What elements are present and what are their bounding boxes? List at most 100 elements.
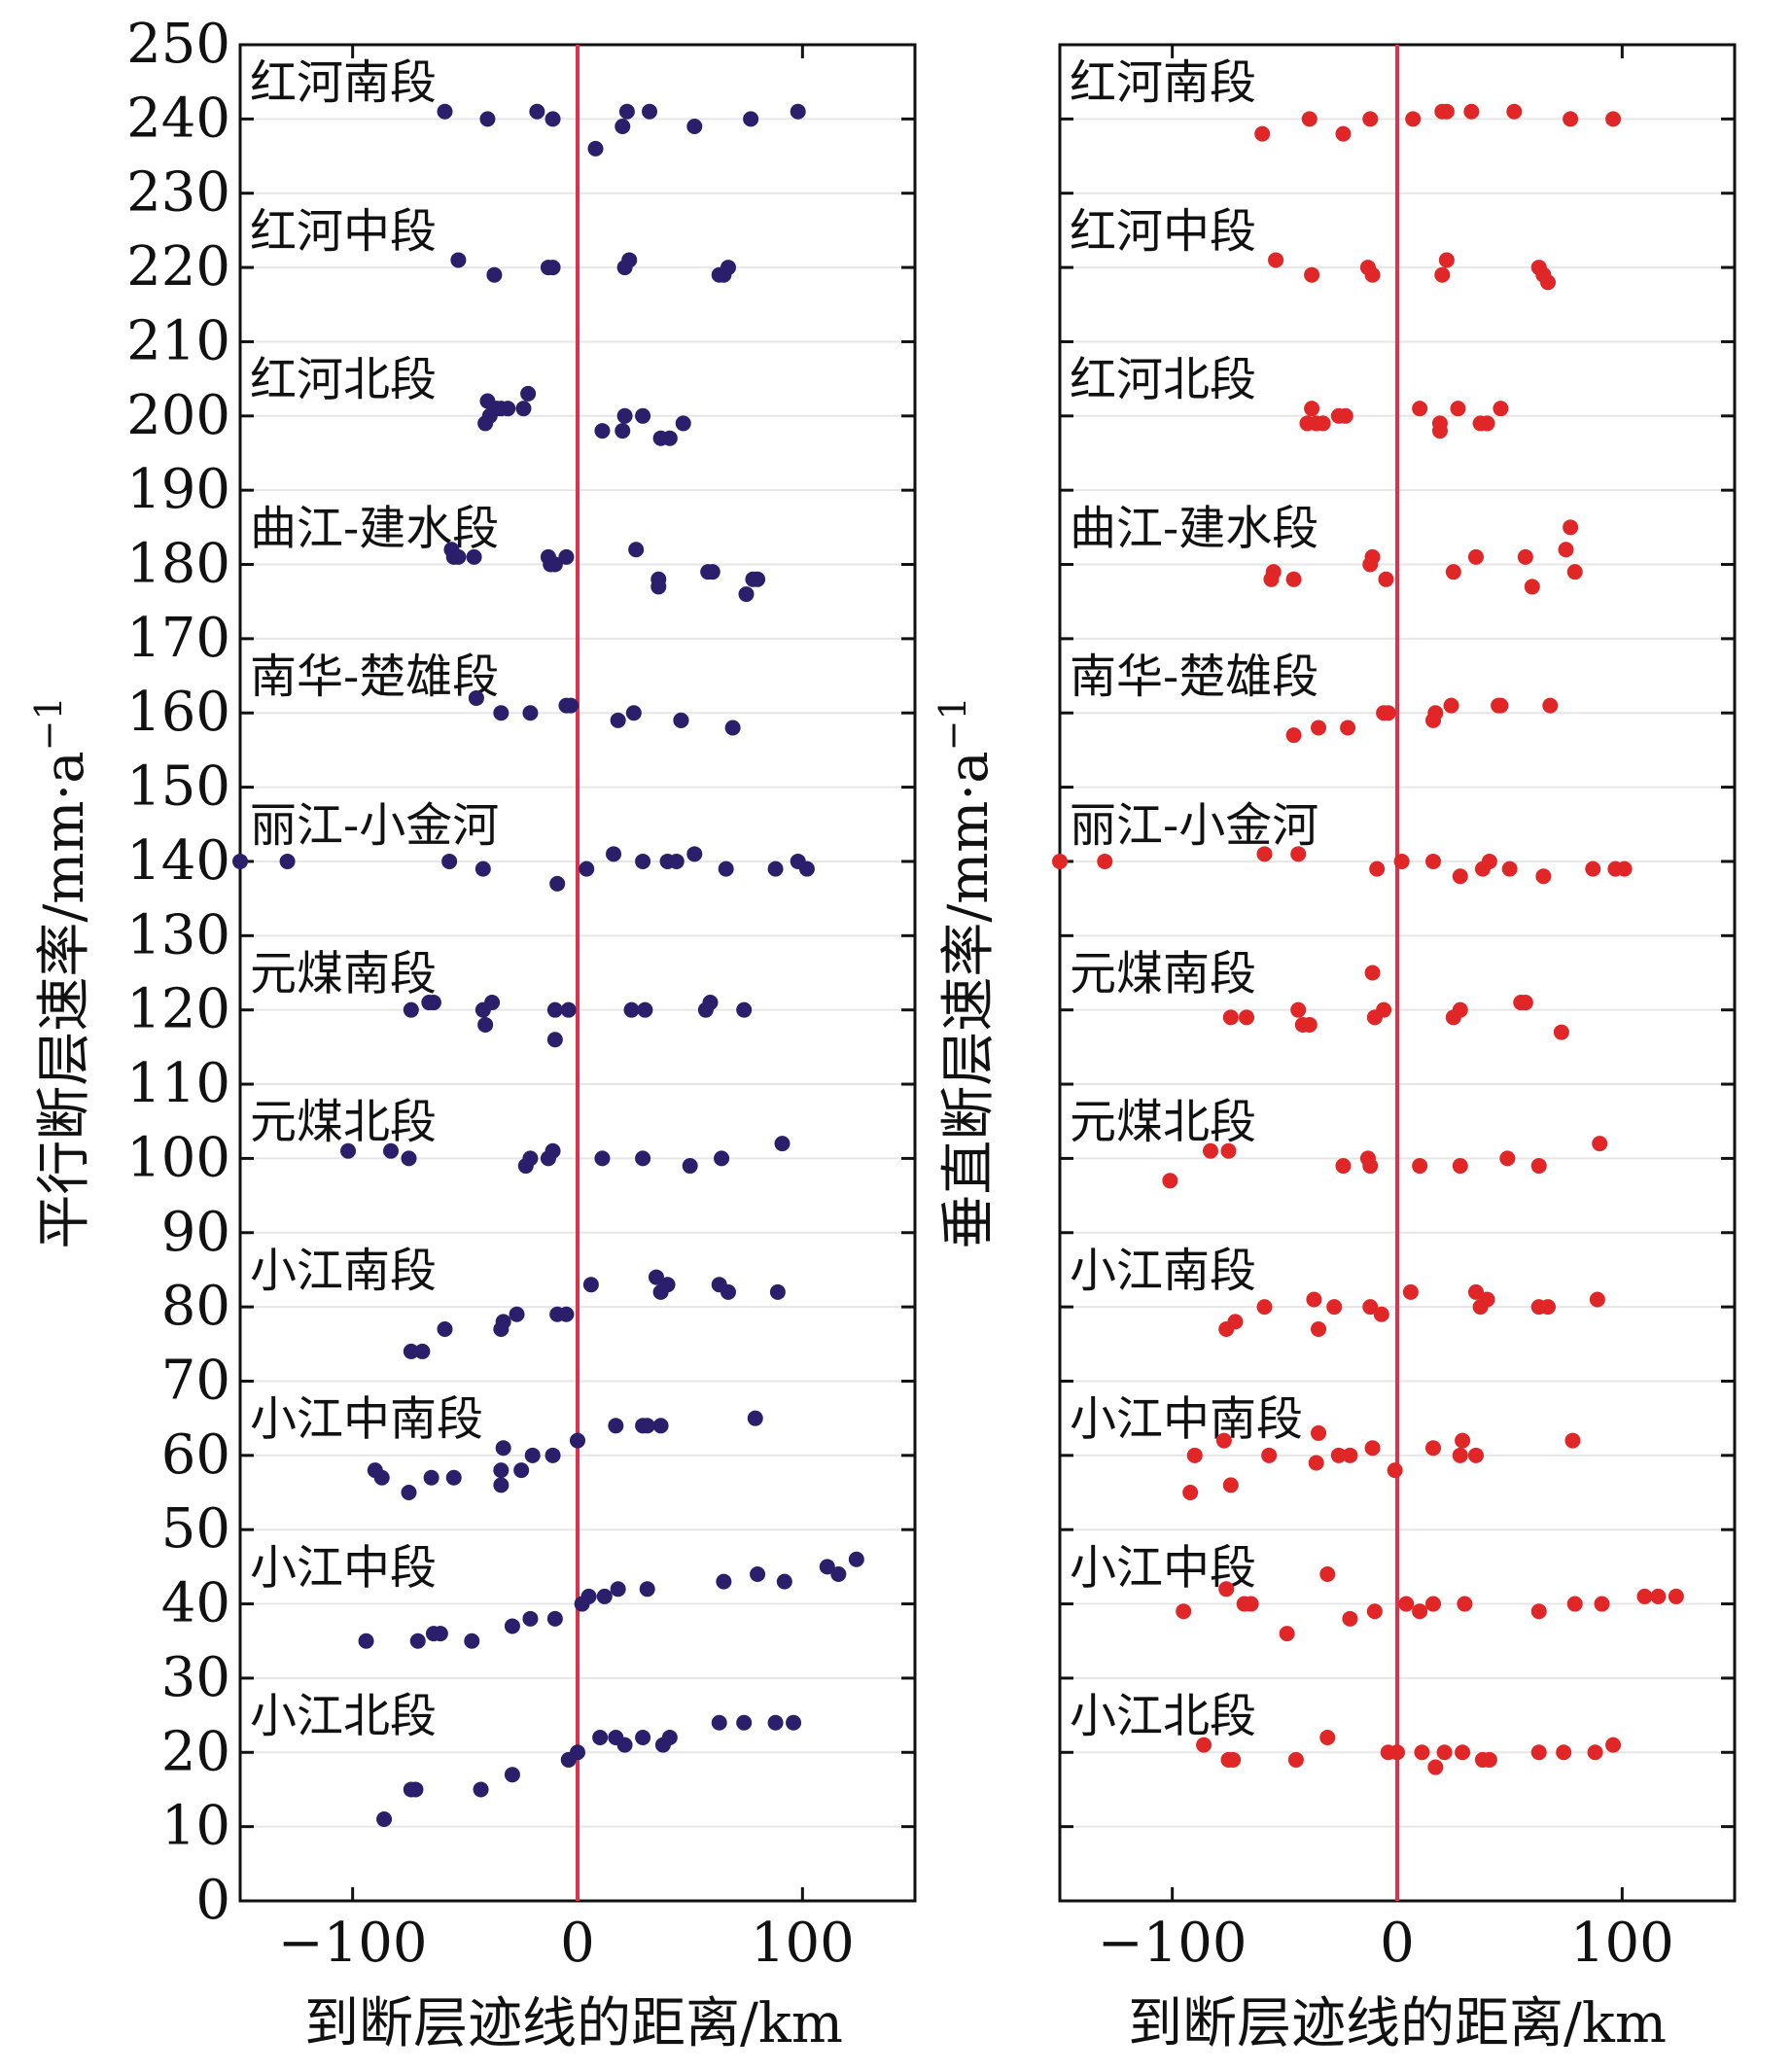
- data-point: [1265, 564, 1282, 580]
- data-point: [529, 103, 545, 120]
- data-point: [1563, 519, 1579, 536]
- data-point: [376, 1811, 393, 1828]
- data-point: [466, 548, 482, 565]
- segment-label: 小江中南段: [250, 1392, 483, 1447]
- data-point: [493, 1477, 509, 1493]
- data-point: [1364, 266, 1381, 283]
- data-point: [1436, 1744, 1453, 1761]
- y-tick-label: 120: [126, 978, 230, 1041]
- data-point: [437, 103, 453, 120]
- data-point: [750, 1566, 766, 1583]
- segment-label: 小江中段: [250, 1540, 437, 1595]
- data-point: [1268, 252, 1284, 268]
- data-point: [1530, 1603, 1547, 1620]
- data-point: [1373, 1306, 1389, 1322]
- data-point: [1443, 697, 1459, 714]
- segment-label: 红河中段: [250, 204, 437, 259]
- data-point: [1052, 853, 1068, 869]
- y-tick-label: 30: [161, 1646, 230, 1709]
- data-point: [500, 401, 516, 417]
- data-point: [587, 140, 604, 157]
- data-point: [1306, 1291, 1322, 1308]
- data-point: [373, 1469, 390, 1486]
- data-point: [546, 1032, 563, 1048]
- segment-label: 南华-楚雄段: [1070, 650, 1318, 704]
- data-point: [1218, 1581, 1235, 1598]
- data-point: [616, 1737, 633, 1753]
- data-point: [1319, 1566, 1336, 1583]
- data-point: [450, 252, 467, 268]
- data-point: [409, 1633, 426, 1649]
- data-point: [1452, 1001, 1468, 1018]
- data-point: [642, 103, 658, 120]
- data-point: [1215, 1432, 1232, 1449]
- data-point: [606, 846, 622, 862]
- x-tick-label: −100: [278, 1912, 428, 1975]
- data-point: [1412, 1603, 1428, 1620]
- data-point: [724, 720, 741, 736]
- data-point: [635, 1730, 651, 1746]
- data-point: [1650, 1588, 1667, 1604]
- segment-label: 红河南段: [250, 55, 437, 110]
- data-point: [580, 1588, 597, 1604]
- data-point: [1222, 1477, 1239, 1493]
- data-point: [675, 415, 691, 432]
- data-point: [425, 995, 441, 1011]
- data-point: [563, 697, 580, 714]
- y-tick-label: 210: [126, 309, 230, 372]
- data-point: [545, 111, 561, 127]
- y-tick-label: 250: [126, 13, 230, 76]
- y-tick-label: 150: [126, 755, 230, 819]
- data-point: [1176, 1603, 1192, 1620]
- data-point: [1285, 571, 1302, 587]
- data-point: [830, 1566, 847, 1583]
- data-point: [515, 401, 532, 417]
- data-point: [401, 1150, 417, 1167]
- data-point: [635, 407, 651, 424]
- data-point: [1243, 1596, 1259, 1612]
- data-point: [716, 1573, 732, 1590]
- data-point: [750, 571, 766, 587]
- data-point: [437, 1321, 453, 1338]
- data-point: [720, 260, 736, 276]
- data-point: [1455, 1744, 1471, 1761]
- data-point: [747, 1410, 763, 1426]
- data-point: [1499, 1150, 1516, 1167]
- segment-label: 元煤北段: [1070, 1095, 1256, 1149]
- data-point: [1369, 860, 1386, 877]
- data-point: [1362, 1158, 1379, 1175]
- data-point: [1481, 1751, 1497, 1768]
- data-point: [1364, 548, 1381, 565]
- data-point: [1585, 860, 1601, 877]
- data-point: [477, 1016, 494, 1033]
- data-point: [661, 1730, 678, 1746]
- data-point: [736, 1714, 753, 1731]
- y-tick-label: 240: [126, 87, 230, 150]
- data-point: [1220, 1142, 1237, 1159]
- data-point: [1427, 1759, 1444, 1775]
- y-tick-label: 190: [126, 458, 230, 521]
- data-point: [1326, 1299, 1343, 1316]
- segment-label: 小江南段: [1070, 1244, 1256, 1298]
- data-point: [1587, 1744, 1603, 1761]
- data-point: [1605, 111, 1622, 127]
- data-point: [1256, 1299, 1273, 1316]
- data-point: [1162, 1173, 1178, 1189]
- segment-label: 红河南段: [1070, 55, 1256, 110]
- y-tick-label: 50: [161, 1497, 230, 1561]
- data-point: [495, 1440, 511, 1457]
- data-point: [1285, 727, 1302, 744]
- data-point: [1239, 1009, 1255, 1026]
- data-point: [414, 1343, 431, 1359]
- right-panel: −100 0 100 红河南段红河中段红河北段曲江-建水段南华-楚雄段丽江-小金河元煤…: [931, 43, 1737, 2055]
- data-point: [592, 1730, 609, 1746]
- data-point: [1225, 1751, 1242, 1768]
- data-point: [1340, 720, 1356, 736]
- segment-label: 红河北段: [250, 353, 437, 407]
- data-point: [637, 1001, 653, 1018]
- data-point: [774, 1136, 791, 1152]
- data-point: [1304, 401, 1320, 417]
- data-point: [1364, 1440, 1381, 1457]
- data-point: [610, 1581, 626, 1598]
- data-point: [1535, 868, 1552, 885]
